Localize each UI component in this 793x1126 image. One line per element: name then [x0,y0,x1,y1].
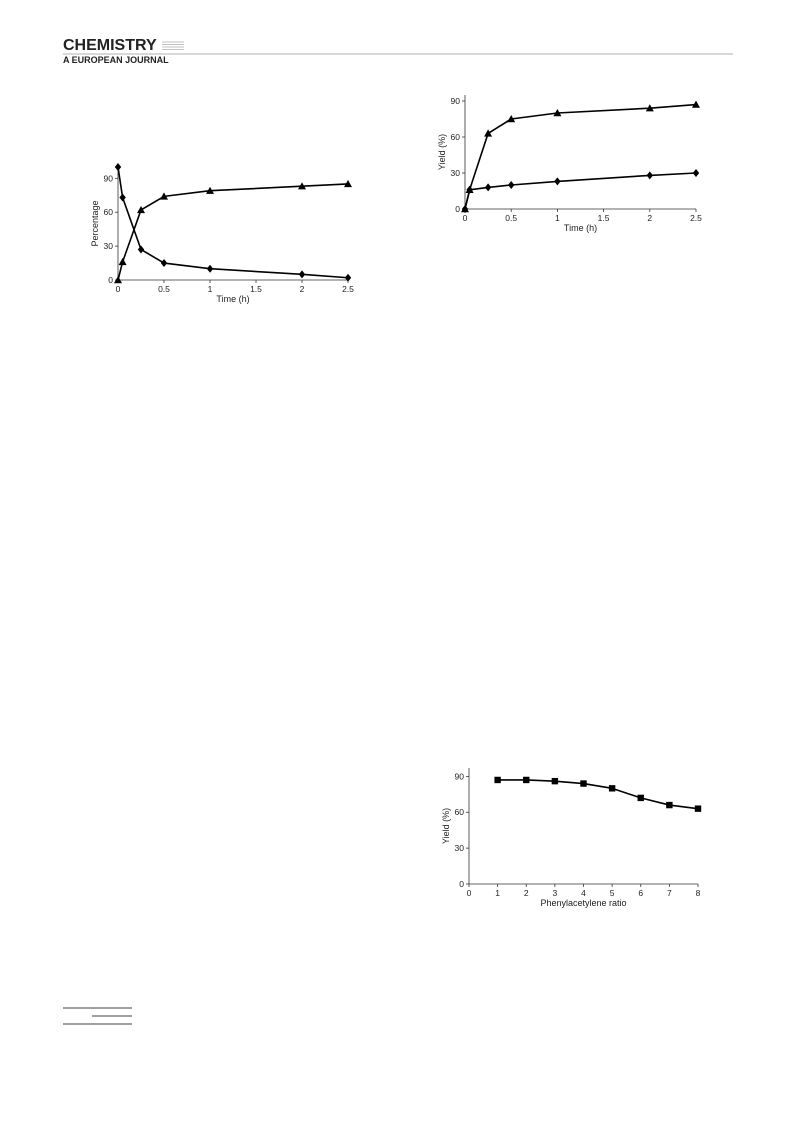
y-tick-label: 60 [451,132,461,142]
data-point [298,270,306,279]
x-tick-label: 0.5 [158,284,170,294]
data-point [114,276,122,284]
x-tick-label: 1 [208,284,213,294]
data-point [580,780,587,787]
x-tick-label: 0 [467,888,472,898]
x-tick-label: 6 [638,888,643,898]
x-axis-label: Time (h) [564,223,597,233]
y-axis-label: Yield (%) [441,808,451,844]
y-tick-label: 90 [104,173,114,183]
y-tick-label: 0 [459,879,464,889]
series-line [117,166,349,279]
data-point [692,169,700,177]
series-line [117,183,349,281]
data-point [137,245,145,254]
x-tick-label: 2.5 [690,213,702,223]
x-tick-label: 1.5 [598,213,610,223]
x-tick-label: 2.5 [342,284,354,294]
data-point [494,776,501,784]
data-point [160,192,168,200]
y-tick-label: 60 [104,207,114,217]
data-point [118,257,127,266]
journal-subtitle: A EUROPEAN JOURNAL [63,55,169,65]
data-point [508,181,515,189]
y-tick-label: 30 [104,241,114,251]
data-point [551,777,559,785]
data-point [692,100,700,108]
x-axis-label: Time (h) [216,294,249,304]
data-point [523,776,530,784]
data-point [694,805,702,812]
series-line [464,172,697,210]
data-point [344,179,352,188]
data-point [553,109,562,117]
series-line [497,779,699,810]
chart: 0 30 60 90 0 0.5 1 1.5 2 2.5 Time (h) Yield (%) [437,95,702,233]
y-tick-label: 30 [451,168,461,178]
y-tick-label: 90 [451,96,461,106]
data-point [484,129,493,137]
data-point [298,182,306,190]
data-point [114,163,122,171]
x-axis-label: Phenylacetylene ratio [540,898,626,908]
y-axis-label: Percentage [90,200,100,246]
data-point [666,801,673,809]
data-point [484,183,492,192]
title-decoration [162,41,184,50]
data-point [160,259,168,268]
x-tick-label: 5 [610,888,615,898]
data-point [554,177,561,186]
data-point [119,193,126,202]
x-tick-label: 2 [647,213,652,223]
x-tick-label: 1 [495,888,500,898]
y-tick-label: 90 [455,771,465,781]
data-point [466,185,473,194]
x-tick-label: 0 [116,284,121,294]
x-tick-label: 0 [463,213,468,223]
x-tick-label: 7 [667,888,672,898]
chart: 0 30 60 90 0 1 2 3 4 5 6 7 8 Phenylacetylene ratio Yie… [441,768,702,908]
y-tick-label: 0 [108,275,113,285]
data-point [344,273,352,282]
data-point [646,171,653,180]
x-tick-label: 2 [524,888,529,898]
data-point [206,264,214,273]
x-tick-label: 1.5 [250,284,262,294]
y-tick-label: 60 [455,807,465,817]
footnote-rules [63,1007,132,1025]
x-tick-label: 0.5 [505,213,517,223]
data-point [608,785,616,792]
series-line [464,103,697,210]
data-point [507,115,516,123]
y-tick-label: 0 [455,204,460,214]
data-point [637,794,644,802]
chart: 0 30 60 90 0 0.5 1 1.5 2 2.5 Time (h) Percentage [90,163,354,304]
data-point [645,104,654,112]
x-tick-label: 4 [581,888,586,898]
x-tick-label: 8 [696,888,701,898]
data-point [206,186,214,194]
journal-title: CHEMISTRY [63,37,157,54]
x-tick-label: 3 [553,888,558,898]
data-point [137,205,145,214]
data-point [461,205,469,213]
y-axis-label: Yield (%) [437,134,447,170]
x-tick-label: 1 [555,213,560,223]
y-tick-label: 30 [455,843,465,853]
x-tick-label: 2 [300,284,305,294]
